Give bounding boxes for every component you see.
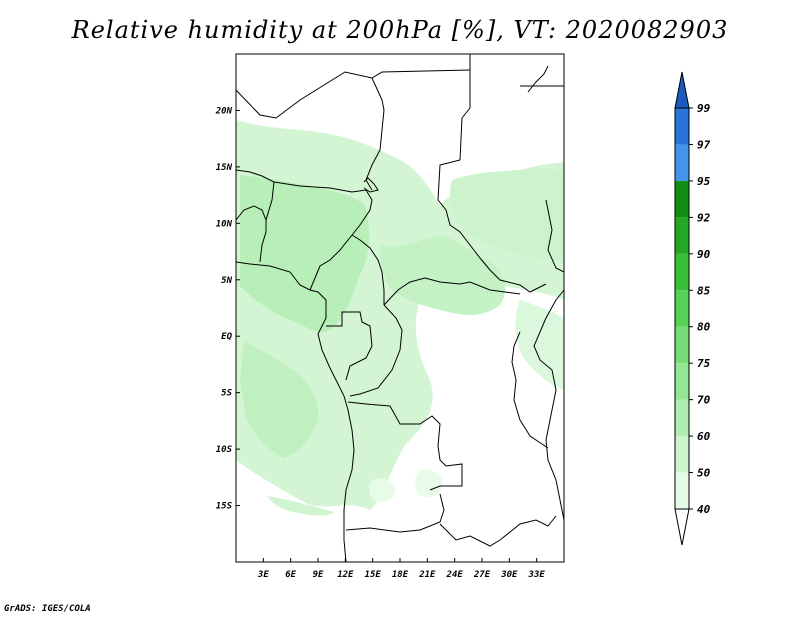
x-tick-label: 21E bbox=[418, 570, 436, 580]
y-tick-label: 10S bbox=[216, 445, 233, 455]
border-cameroon-car bbox=[351, 234, 385, 305]
x-tick-label: 18E bbox=[392, 570, 409, 580]
x-tick-label: 3E bbox=[257, 570, 269, 580]
x-tick-label: 27E bbox=[473, 570, 491, 580]
humidity-area-inner bbox=[240, 175, 370, 333]
border-libya-west bbox=[459, 54, 471, 161]
border-angola-south bbox=[345, 493, 445, 533]
y-tick-label: EQ bbox=[221, 332, 232, 342]
humidity-area-east bbox=[515, 300, 564, 390]
border-congo-drc bbox=[349, 304, 403, 397]
y-tick-label: 15S bbox=[216, 502, 233, 512]
colorbar-label: 99 bbox=[697, 102, 711, 115]
colorbar-outline bbox=[674, 107, 690, 510]
lake-chad-outline bbox=[363, 177, 379, 193]
border-car-south bbox=[383, 277, 521, 306]
colorbar-label: 95 bbox=[697, 175, 711, 188]
colorbar-label: 60 bbox=[697, 430, 711, 443]
coast-north-east bbox=[527, 65, 549, 93]
colorbar-box bbox=[675, 253, 689, 291]
border-east-africa bbox=[533, 289, 564, 521]
colorbar-label: 70 bbox=[697, 394, 711, 407]
colorbar-label: 80 bbox=[697, 321, 711, 334]
great-lakes bbox=[511, 331, 549, 449]
border-zambia bbox=[439, 515, 557, 547]
y-tick-label: 15N bbox=[216, 163, 233, 173]
border-chad-sudan bbox=[437, 159, 547, 293]
colorbar-box bbox=[675, 399, 689, 437]
humidity-shading bbox=[236, 120, 564, 516]
border-niger-mali bbox=[236, 169, 275, 263]
colorbar-box bbox=[675, 290, 689, 327]
colorbar-label: 85 bbox=[697, 284, 711, 297]
colorbar-box bbox=[675, 436, 689, 473]
border-sudan-east bbox=[545, 199, 564, 273]
chart-title: Relative humidity at 200hPa [%], VT: 202… bbox=[71, 16, 729, 44]
x-tick-label: 9E bbox=[313, 570, 324, 580]
border-gabon-congo bbox=[326, 311, 373, 381]
x-tick-label: 33E bbox=[528, 570, 546, 580]
humidity-patch-south-2 bbox=[415, 469, 443, 498]
y-tick-label: 10N bbox=[216, 219, 233, 229]
humidity-area-central bbox=[379, 235, 506, 315]
y-tick-label: 5S bbox=[221, 389, 232, 399]
colorbar-label: 40 bbox=[697, 503, 711, 516]
humidity-area-southwest bbox=[240, 340, 319, 458]
x-tick-label: 12E bbox=[337, 570, 354, 580]
border-sahara-north bbox=[236, 69, 471, 119]
x-tick-label: 24E bbox=[446, 570, 464, 580]
coastline-west bbox=[236, 261, 355, 562]
colorbar-box bbox=[675, 180, 689, 218]
humidity-streak-sw bbox=[268, 496, 334, 516]
colorbar-label: 75 bbox=[697, 357, 711, 370]
colorbar-label: 97 bbox=[697, 138, 711, 151]
colorbar-label: 50 bbox=[697, 467, 711, 480]
border-guinea-gulf bbox=[236, 205, 267, 221]
y-tick-label: 20N bbox=[215, 106, 233, 116]
colorbar-box bbox=[675, 144, 689, 181]
humidity-patch-south bbox=[369, 478, 396, 502]
colorbar-box bbox=[675, 217, 689, 254]
colorbar: 40 50 60 70 75 80 85 90 92 95 97 99 bbox=[674, 71, 711, 546]
colorbar-box bbox=[675, 108, 689, 145]
colorbar-label: 92 bbox=[697, 211, 711, 224]
x-tick-label: 30E bbox=[500, 570, 518, 580]
x-tick-label: 15E bbox=[365, 570, 382, 580]
colorbar-box bbox=[675, 326, 689, 364]
colorbar-box bbox=[675, 472, 689, 509]
y-tick-label: 5N bbox=[221, 276, 232, 286]
colorbar-upper-triangle bbox=[674, 71, 690, 109]
colorbar-label: 90 bbox=[697, 248, 711, 261]
y-axis-ticks: 20N 15N 10N 5N EQ 5S 10S 15S bbox=[215, 106, 240, 512]
x-tick-label: 6E bbox=[285, 570, 296, 580]
colorbar-box bbox=[675, 363, 689, 400]
humidity-area-northeast bbox=[450, 168, 564, 261]
border-nigeria bbox=[273, 181, 373, 291]
colorbar-lower-triangle bbox=[674, 508, 690, 546]
credit-label: GrADS: IGES/COLA bbox=[4, 604, 91, 614]
country-borders bbox=[236, 54, 564, 562]
border-angola-north bbox=[347, 401, 463, 491]
x-axis-ticks: 3E 6E 9E 12E 15E 18E 21E 24E 27E 30E 33E bbox=[257, 558, 545, 580]
